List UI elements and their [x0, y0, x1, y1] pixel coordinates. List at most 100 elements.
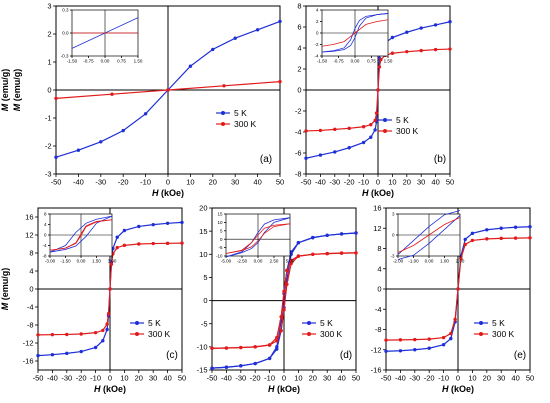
- panel-e-data-point: [449, 331, 453, 336]
- panel-c-data-point: [137, 224, 141, 229]
- panel-a-inset-xtick-label: -0.75: [83, 59, 94, 64]
- panel-b-legend-5k-marker: [383, 118, 387, 122]
- panel-c-ytick-label: -16: [23, 357, 34, 366]
- panel-c-legend-300k-marker: [135, 332, 139, 336]
- panel-c-data-point: [115, 235, 119, 239]
- panel-a-xtick-label: 40: [253, 178, 261, 187]
- panel-d-data-point: [253, 361, 257, 366]
- panel-a-inset-ytick-label: 0.0: [62, 31, 69, 36]
- panel-c-data-point: [122, 243, 127, 248]
- panel-a-inset-xtick-label: 1.50: [134, 59, 143, 64]
- panel-d-inset-xtick-label: 0.00: [254, 259, 263, 264]
- panel-b-xtick-label: 20: [403, 178, 411, 187]
- panel-d-xtick-label: -20: [250, 374, 261, 383]
- panel-c-data-point: [180, 241, 184, 245]
- panel-b-data-point: [369, 135, 373, 139]
- panel-a-ytick-label: 1: [47, 58, 51, 67]
- panel-c-xtick-label: 30: [149, 374, 157, 383]
- panel-d-data-point: [339, 251, 344, 255]
- panel-e-data-point: [427, 346, 431, 350]
- panel-e-data-point: [453, 317, 457, 322]
- panel-e-xtick-label: 30: [497, 374, 505, 383]
- panel-b-data-point: [379, 57, 383, 62]
- panel-d-inset-ytick-label: -10: [216, 254, 223, 259]
- panel-b-xtick-label: 0: [376, 178, 380, 187]
- panel-b-legend-5k-label: 5 K: [396, 115, 409, 125]
- panel-e-data-point: [449, 336, 453, 341]
- panel-c-inset-ytick-label: 0: [44, 233, 47, 238]
- panel-b-inset-ytick-label: 2: [316, 19, 319, 24]
- panel-e-data-point: [413, 348, 417, 352]
- panel-d-ytick-label: -5: [201, 319, 208, 328]
- panel-a-inset-xtick-label: -1.50: [67, 59, 78, 64]
- panel-c-ytick-label: 0: [29, 285, 33, 294]
- panel-b-data-point: [376, 88, 380, 92]
- panel-e-data-point: [485, 237, 489, 241]
- panel-d-ytick-label: -15: [197, 366, 208, 375]
- panel-a-ytick-label: 2: [47, 30, 51, 39]
- panel-d-data-point: [239, 364, 243, 368]
- panel-d-data-point: [282, 289, 286, 294]
- panel-e-inset-xtick-label: -1.00: [408, 259, 419, 264]
- panel-a-ytick-label: -1: [45, 114, 52, 123]
- panel-b-data-point: [361, 140, 366, 145]
- panel-d-data-point: [325, 251, 329, 256]
- panel-e-xtick-label: 40: [511, 374, 519, 383]
- panel-b-inset-series-line: [321, 19, 389, 47]
- panel-a-data-point: [54, 96, 58, 101]
- panel-d-data-point: [289, 258, 293, 263]
- panel-a-xtick-label: -50: [51, 178, 62, 187]
- panel-b-ytick-label: -4: [295, 128, 302, 137]
- panel-c-legend-5k-marker: [135, 321, 139, 325]
- panel-a-inset-xtick-label: 0.75: [117, 59, 126, 64]
- panel-b-xtick-label: -50: [301, 178, 312, 187]
- panel-b-ylabel: M (emu/g): [0, 69, 10, 112]
- panel-d-ytick-label: 15: [199, 227, 207, 236]
- panel-e-data-point: [528, 225, 532, 229]
- panel-e-label: (e): [514, 350, 526, 361]
- panel-d-data-point: [275, 339, 279, 343]
- panel-e-xtick-label: -50: [381, 374, 392, 383]
- panel-c-xtick-label: 50: [178, 374, 186, 383]
- panel-b-data-point: [369, 122, 373, 127]
- panel-b-ytick-label: 6: [297, 23, 301, 32]
- panel-d-xtick-label: 50: [352, 374, 360, 383]
- panel-b-data-point: [448, 47, 452, 51]
- panel-d-data-point: [210, 346, 214, 350]
- panel-e-data-point: [513, 236, 518, 240]
- panel-b-xtick-label: 30: [417, 178, 425, 187]
- panel-e-data-point: [528, 236, 532, 240]
- panel-d-inset-series-line: [225, 217, 291, 258]
- panel-b-inset-xtick-label: 1.50: [384, 59, 393, 64]
- panel-b-data-point: [373, 118, 377, 123]
- panel-a-data-point: [278, 19, 282, 24]
- panel-c-legend-300k-label: 300 K: [148, 329, 171, 339]
- panel-c-ylabel: M (emu/g): [0, 268, 10, 311]
- panel-e-legend-5k-label: 5 K: [492, 318, 505, 328]
- panel-e-data-point: [427, 337, 431, 341]
- panel-d-inset-series-line: [225, 217, 291, 258]
- panel-c-xtick-label: -10: [90, 374, 101, 383]
- panel-e-xtick-label: -40: [395, 374, 406, 383]
- panel-b-xlabel: H (kOe): [362, 188, 394, 198]
- panel-a-legend-300k-label: 300 K: [234, 119, 257, 129]
- panel-c-inset-xtick-label: 1.50: [92, 259, 101, 264]
- panel-d-ytick-label: 5: [203, 273, 207, 282]
- panel-a-inset-ytick-label: 0.3: [62, 8, 69, 13]
- panel-b-ytick-label: -6: [295, 149, 302, 158]
- panel-a-data-point: [121, 128, 125, 133]
- panel-b-data-point: [419, 48, 423, 53]
- panel-b-legend-300k-marker: [383, 129, 387, 133]
- panel-c-ytick-label: 16: [25, 213, 33, 222]
- panel-e-ytick-label: 8: [377, 244, 381, 253]
- panel-d-data-point: [253, 345, 257, 349]
- panel-c-data-point: [50, 332, 55, 337]
- panel-d-xlabel: H (kOe): [268, 384, 300, 394]
- panel-d-ytick-label: 20: [199, 204, 207, 213]
- panel-b-data-point: [377, 65, 382, 69]
- panel-b-xtick-label: -10: [358, 178, 369, 187]
- panel-c-data-point: [165, 241, 170, 246]
- panel-e-inset-ytick-label: 0: [392, 233, 395, 238]
- panel-c-data-point: [93, 345, 98, 350]
- panel-c-inset-xtick-label: 0.00: [77, 259, 86, 264]
